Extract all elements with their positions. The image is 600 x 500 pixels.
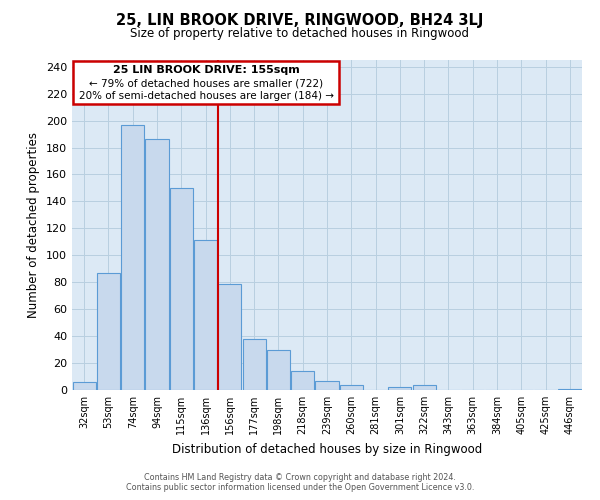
Bar <box>145 140 169 390</box>
Bar <box>291 371 314 390</box>
X-axis label: Distribution of detached houses by size in Ringwood: Distribution of detached houses by size … <box>172 442 482 456</box>
Bar <box>242 339 266 390</box>
Bar <box>121 124 144 390</box>
Bar <box>97 273 120 390</box>
Bar <box>413 384 436 390</box>
Bar <box>340 384 363 390</box>
Bar <box>316 380 338 390</box>
Bar <box>388 388 412 390</box>
Bar <box>218 284 241 390</box>
Text: Contains HM Land Registry data © Crown copyright and database right 2024.: Contains HM Land Registry data © Crown c… <box>144 474 456 482</box>
Bar <box>559 388 581 390</box>
Text: 20% of semi-detached houses are larger (184) →: 20% of semi-detached houses are larger (… <box>79 91 334 101</box>
Bar <box>194 240 217 390</box>
Y-axis label: Number of detached properties: Number of detached properties <box>28 132 40 318</box>
Text: Size of property relative to detached houses in Ringwood: Size of property relative to detached ho… <box>131 28 470 40</box>
Text: 25, LIN BROOK DRIVE, RINGWOOD, BH24 3LJ: 25, LIN BROOK DRIVE, RINGWOOD, BH24 3LJ <box>116 12 484 28</box>
Bar <box>267 350 290 390</box>
Text: 25 LIN BROOK DRIVE: 155sqm: 25 LIN BROOK DRIVE: 155sqm <box>113 66 299 76</box>
Text: ← 79% of detached houses are smaller (722): ← 79% of detached houses are smaller (72… <box>89 79 323 89</box>
Bar <box>73 382 95 390</box>
Bar <box>170 188 193 390</box>
FancyBboxPatch shape <box>73 62 339 104</box>
Text: Contains public sector information licensed under the Open Government Licence v3: Contains public sector information licen… <box>126 484 474 492</box>
